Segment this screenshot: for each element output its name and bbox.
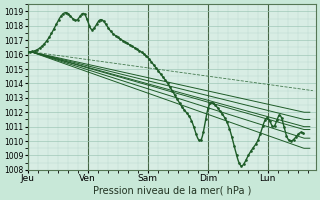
X-axis label: Pression niveau de la mer( hPa ): Pression niveau de la mer( hPa ) bbox=[92, 186, 251, 196]
